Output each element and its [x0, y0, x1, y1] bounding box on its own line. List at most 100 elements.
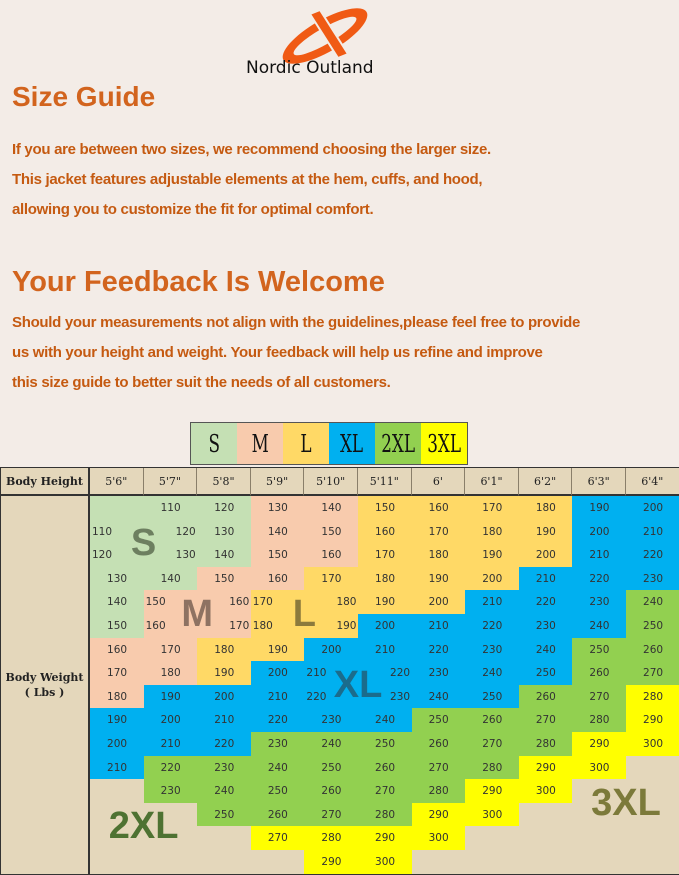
weight-cell-2xl: 240	[250, 755, 305, 780]
weight-cell-xl: 220	[518, 590, 573, 615]
height-header-cell: 5'7"	[143, 468, 198, 496]
weight-cell-empty	[572, 826, 627, 851]
weight-cell-2xl: 260	[626, 637, 679, 662]
weight-cell-l: 180	[250, 614, 305, 639]
weight-cell-xl: 190	[90, 708, 145, 733]
weight-cell-m: 140	[250, 519, 305, 544]
weight-cell-s: 130	[90, 566, 145, 591]
weight-cell-empty	[518, 802, 573, 827]
weight-cell-2xl: 280	[358, 802, 413, 827]
weight-cell-2xl: 220	[143, 755, 198, 780]
weight-cell-m: 160	[250, 566, 305, 591]
weight-cell-l: 180	[518, 496, 573, 521]
weight-cell-xl: 230	[465, 637, 520, 662]
weight-cell-l: 150	[358, 496, 413, 521]
region-label-s: S	[130, 522, 157, 565]
weight-cell-empty	[197, 850, 252, 875]
size-guide-line: If you are between two sizes, we recomme…	[12, 141, 491, 158]
weight-cell-3xl: 290	[465, 779, 520, 804]
region-label-m: M	[181, 593, 214, 635]
weight-cell-m: 150	[197, 566, 252, 591]
weight-cell-empty	[250, 850, 305, 875]
height-header-cell: 6'	[411, 468, 466, 496]
weight-cell-empty	[197, 826, 252, 851]
weight-cell-empty	[572, 779, 627, 804]
height-header-cell: 5'8"	[197, 468, 251, 496]
weight-cell-xl: 240	[465, 661, 520, 686]
weight-cell-xl: 230	[518, 614, 573, 639]
weight-cell-empty	[626, 779, 679, 804]
weight-cell-l: 160	[358, 519, 413, 544]
weight-cell-l: 170	[465, 496, 520, 521]
weight-cell-2xl: 260	[250, 802, 305, 827]
weight-cell-2xl: 260	[518, 684, 573, 709]
weight-cell-l: 170	[411, 519, 466, 544]
height-header-cell: 5'10"	[304, 468, 358, 496]
weight-cell-m: 150	[304, 519, 359, 544]
weight-cell-2xl: 250	[304, 755, 359, 780]
weight-cell-xl: 240	[358, 708, 413, 733]
weight-cell-2xl: 250	[411, 708, 466, 733]
legend-label: XL	[340, 429, 364, 458]
weight-cell-m: 150	[250, 543, 305, 568]
weight-cell-2xl: 260	[411, 732, 466, 757]
weight-cell-xl: 220	[197, 732, 252, 757]
weight-cell-xl: 210	[358, 637, 413, 662]
weight-cell-m: 130	[250, 496, 305, 521]
weight-cell-m: 160	[304, 543, 359, 568]
weight-cell-m: 160	[197, 590, 252, 615]
weight-cell-xl: 200	[358, 614, 413, 639]
weight-cell-l: 200	[518, 543, 573, 568]
weight-cell-m: 170	[90, 661, 145, 686]
weight-cell-3xl: 300	[465, 802, 520, 827]
height-header-cell: 6'3"	[572, 468, 626, 496]
weight-cell-m: 170	[197, 614, 252, 639]
weight-cell-xl: 220	[358, 661, 413, 686]
legend-swatch-xl: XL	[329, 423, 375, 464]
height-header-cell: 5'11"	[358, 468, 412, 496]
weight-cell-2xl: 270	[518, 708, 573, 733]
weight-cell-xl: 250	[518, 661, 573, 686]
legend-label: L	[300, 429, 312, 458]
legend-swatch-2xl: 2XL	[375, 423, 421, 464]
weight-cell-2xl: 280	[518, 732, 573, 757]
feedback-line: this size guide to better suit the needs…	[12, 374, 391, 391]
height-header-cell: 5'9"	[250, 468, 305, 496]
weight-cell-xl: 220	[465, 614, 520, 639]
weight-cell-xl: 210	[304, 661, 359, 686]
weight-cell-2xl: 270	[358, 779, 413, 804]
weight-cell-empty	[90, 779, 145, 804]
weight-cell-3xl: 290	[358, 826, 413, 851]
weight-cell-xl: 210	[626, 519, 679, 544]
weight-cell-2xl: 250	[572, 637, 627, 662]
weight-cell-empty	[626, 826, 679, 851]
weight-cell-xl: 220	[304, 684, 359, 709]
weight-cell-empty	[411, 850, 466, 875]
weight-cell-s: 110	[143, 496, 198, 521]
weight-cell-3xl: 290	[572, 732, 627, 757]
weight-cell-xl: 220	[250, 708, 305, 733]
weight-cell-xl: 230	[572, 590, 627, 615]
weight-cell-2xl: 280	[465, 755, 520, 780]
feedback-line: Should your measurements not align with …	[12, 314, 581, 331]
brand-name: Nordic Outland	[246, 58, 374, 78]
body-weight-unit: ( Lbs )	[24, 686, 65, 699]
weight-cell-l: 200	[465, 566, 520, 591]
weight-cell-m: 160	[143, 614, 198, 639]
weight-cell-empty	[572, 850, 627, 875]
weight-cell-xl: 210	[90, 755, 145, 780]
weight-cell-xl: 230	[626, 566, 679, 591]
weight-cell-3xl: 300	[572, 755, 627, 780]
weight-cell-3xl: 300	[518, 779, 573, 804]
weight-cell-3xl: 290	[411, 802, 466, 827]
weight-cell-xl: 220	[411, 637, 466, 662]
weight-cell-3xl: 280	[304, 826, 359, 851]
weight-cell-l: 190	[250, 637, 305, 662]
weight-cell-m: 140	[304, 496, 359, 521]
weight-cell-2xl: 270	[626, 661, 679, 686]
height-header-cell: 6'4"	[626, 468, 679, 496]
weight-cell-empty	[143, 802, 198, 827]
weight-cell-2xl: 270	[572, 684, 627, 709]
body-height-header: Body Height	[1, 468, 90, 496]
weight-cell-2xl: 270	[411, 755, 466, 780]
